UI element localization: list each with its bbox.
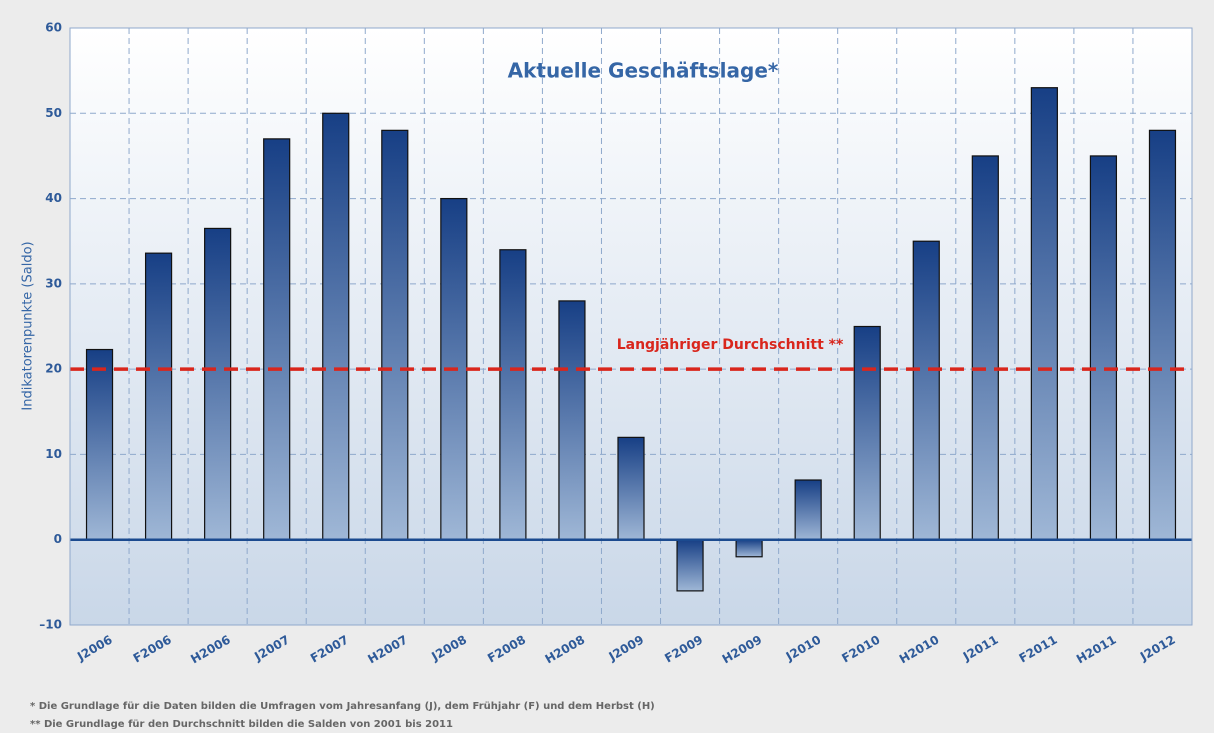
plot-border	[69, 27, 1193, 626]
x-tick-label: J2006	[74, 633, 115, 665]
x-tick-label: H2006	[188, 633, 233, 667]
bar	[322, 112, 350, 541]
x-tick-label: H2008	[543, 633, 588, 667]
x-tick-label: F2010	[839, 633, 882, 666]
footnote: * Die Grundlage für die Daten bilden die…	[30, 701, 655, 712]
bar	[263, 138, 291, 541]
x-tick-label: F2011	[1017, 633, 1060, 666]
x-tick-label: F2006	[131, 633, 174, 666]
x-tick-label: H2007	[365, 633, 410, 667]
x-tick-label: J2010	[783, 633, 824, 665]
x-tick-label: F2007	[308, 633, 351, 666]
y-tick-label: –10	[39, 618, 62, 632]
bar	[85, 348, 114, 541]
x-tick-label: F2008	[485, 633, 528, 666]
y-tick-label: 30	[45, 276, 62, 290]
y-tick-label: 0	[54, 532, 62, 546]
x-tick-label: J2007	[251, 633, 292, 665]
bar	[204, 227, 232, 541]
bar	[144, 252, 173, 541]
reference-label: Langjähriger Durchschnitt **	[617, 337, 844, 353]
footnote: ** Die Grundlage für den Durchschnitt bi…	[30, 719, 453, 730]
y-tick-label: 50	[45, 106, 62, 120]
bar	[381, 129, 409, 541]
y-tick-label: 10	[45, 447, 62, 461]
y-tick-label: 40	[45, 191, 62, 205]
x-tick-label: J2008	[428, 633, 469, 665]
bar	[853, 325, 881, 541]
bar	[499, 249, 527, 541]
x-tick-label: J2011	[960, 633, 1001, 665]
x-tick-label: H2010	[897, 633, 942, 667]
y-tick-label: 20	[45, 362, 62, 376]
y-tick-label: 60	[45, 21, 62, 35]
bar	[1030, 87, 1058, 541]
chart-title: Aktuelle Geschäftslage*	[508, 59, 779, 83]
x-tick-label: H2009	[720, 633, 765, 667]
bar	[1148, 129, 1177, 541]
bar	[1089, 155, 1118, 541]
bar	[735, 539, 763, 558]
x-tick-label: J2009	[606, 633, 647, 665]
bar	[794, 479, 822, 541]
x-tick-label: F2009	[662, 633, 705, 666]
bar	[971, 155, 999, 541]
bar	[912, 240, 940, 541]
y-axis-label: Indikatorenpunkte (Saldo)	[21, 241, 36, 410]
x-tick-label: H2011	[1074, 633, 1119, 667]
bar	[617, 436, 645, 541]
bar	[558, 300, 586, 541]
x-tick-label: J2012	[1137, 633, 1178, 665]
bar	[676, 539, 704, 592]
